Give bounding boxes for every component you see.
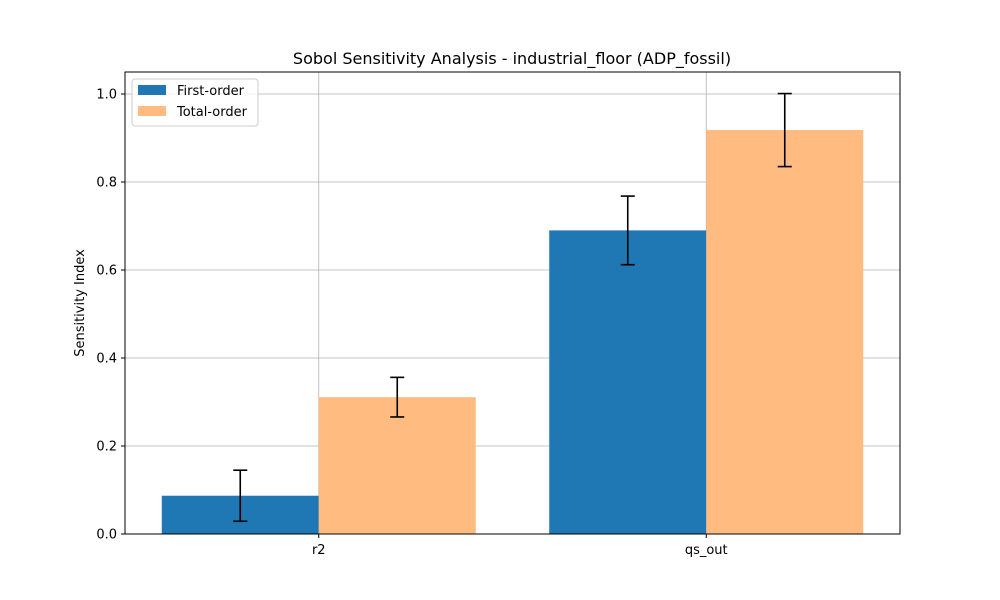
x-tick-label: r2 [312,543,326,558]
y-tick-label: 0.6 [96,264,117,279]
legend-swatch-total-order [138,106,166,116]
chart-title: Sobol Sensitivity Analysis - industrial_… [293,49,731,69]
y-tick-label: 0.2 [96,440,117,455]
legend-swatch-first-order [138,85,166,95]
y-tick-label: 1.0 [96,88,117,103]
y-axis: 0.0 0.2 0.4 0.6 0.8 1.0 [96,88,125,543]
bar-total-order [706,130,864,534]
x-tick-label: qs_out [685,543,728,558]
bar-total-order [318,397,476,534]
bar-first-order [549,230,707,534]
y-tick-label: 0.4 [96,352,117,367]
plot-frame [124,71,901,535]
y-axis-label: Sensitivity Index [73,249,88,357]
bars [161,130,864,534]
legend-label-total-order: Total-order [176,105,248,120]
legend: First-order Total-order [131,78,259,127]
y-tick-label: 0.8 [96,176,117,191]
y-tick-label: 0.0 [96,528,117,543]
legend-label-first-order: First-order [177,84,245,99]
error-bars [233,92,792,523]
x-axis: r2 qs_out [312,534,728,558]
